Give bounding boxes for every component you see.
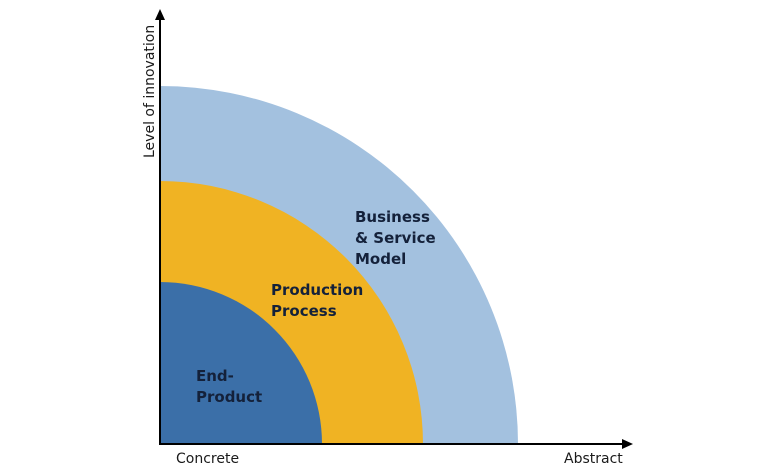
y-axis-label: Level of innovation	[142, 24, 158, 158]
label-end-product: End- Product	[196, 367, 263, 406]
y-axis-arrow-icon	[155, 9, 165, 20]
ring-end-product	[160, 282, 322, 444]
x-axis-arrow-icon	[622, 439, 633, 449]
label-business-service-model: Business & Service Model	[355, 208, 436, 268]
x-axis-start-label: Concrete	[176, 451, 240, 467]
x-axis-end-label: Abstract	[564, 451, 623, 467]
label-production-process: Production Process	[271, 281, 364, 320]
